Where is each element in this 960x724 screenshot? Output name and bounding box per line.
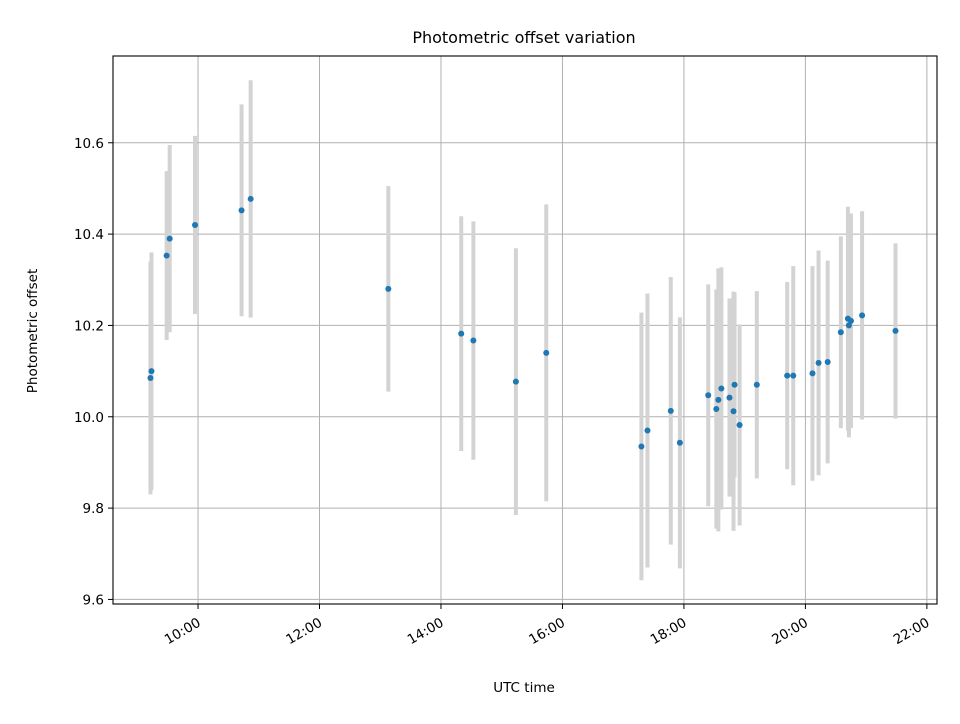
y-axis-label: Photometric offset [25,269,41,393]
data-point [790,372,797,379]
data-point [148,368,155,375]
data-point [718,385,725,392]
data-point [247,195,254,202]
y-tick-label: 10.0 [74,410,104,426]
data-point [713,406,720,413]
data-point [784,372,791,379]
data-point [512,378,519,385]
data-point [191,221,198,228]
x-tick-label: 10:00 [162,615,204,648]
data-point [815,359,822,366]
data-point [638,443,645,450]
data-point [458,330,465,337]
data-point [731,381,738,388]
data-point [892,327,899,334]
y-tick-label: 10.4 [74,227,104,243]
chart-title: Photometric offset variation [412,28,635,47]
x-tick-label: 20:00 [769,615,811,648]
data-point [847,317,854,324]
data-point [726,394,733,401]
data-point [163,252,170,259]
y-tick-label: 10.6 [74,136,104,152]
data-point [730,408,737,415]
data-point [238,207,245,214]
data-point [736,421,743,428]
errorbar-layer [148,80,898,581]
data-point [543,349,550,356]
data-point [166,235,173,242]
data-point [753,381,760,388]
y-axis-ticks: 9.6 9.8 10.0 10.2 10.4 10.6 [74,136,113,608]
data-point [845,322,852,329]
point-layer [147,195,899,450]
data-point [824,358,831,365]
plot-frame [112,55,938,605]
x-axis-ticks: 10:00 12:00 14:00 16:00 18:00 20:00 22:00 [162,604,933,648]
data-point [715,396,722,403]
data-point [385,285,392,292]
data-point [705,392,712,399]
y-tick-label: 10.2 [74,318,104,334]
data-point [859,312,866,319]
data-point [837,329,844,336]
data-point [147,374,154,381]
y-tick-label: 9.8 [83,501,104,517]
x-tick-label: 18:00 [648,615,690,648]
x-tick-label: 12:00 [283,615,325,648]
data-point [470,337,477,344]
data-point [644,427,651,434]
data-point [676,439,683,446]
x-tick-label: 22:00 [891,615,933,648]
data-point [809,370,816,377]
x-axis-label: UTC time [493,680,555,696]
x-tick-label: 14:00 [405,615,447,648]
x-tick-label: 16:00 [526,615,568,648]
data-point [667,407,674,414]
y-tick-label: 9.6 [83,592,104,608]
